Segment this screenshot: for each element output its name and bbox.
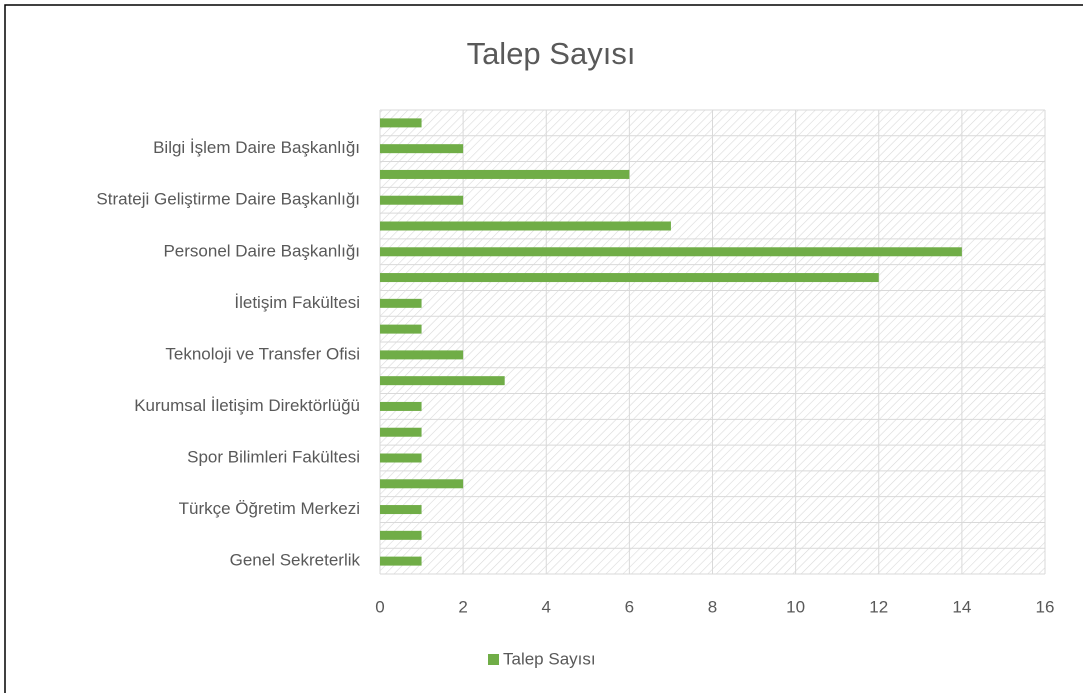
x-tick-label: 0: [375, 597, 384, 616]
bar: [380, 298, 422, 308]
y-tick-label: Kurumsal İletişim Direktörlüğü: [134, 396, 360, 415]
legend-label: Talep Sayısı: [503, 649, 596, 668]
bar: [380, 556, 422, 566]
bar: [380, 453, 422, 463]
legend-swatch: [488, 654, 499, 665]
x-tick-label: 10: [786, 597, 805, 616]
bar: [380, 221, 671, 231]
bar: [380, 324, 422, 334]
x-tick-label: 6: [625, 597, 634, 616]
bar: [380, 401, 422, 411]
y-tick-label: Personel Daire Başkanlığı: [163, 241, 360, 260]
bar: [380, 479, 464, 489]
x-tick-label: 2: [458, 597, 467, 616]
bar: [380, 505, 422, 515]
x-tick-label: 12: [869, 597, 888, 616]
frame: [4, 4, 1083, 693]
bar: [380, 144, 464, 154]
x-tick-label: 16: [1036, 597, 1055, 616]
y-tick-label: Strateji Geliştirme Daire Başkanlığı: [96, 190, 360, 209]
y-tick-label: Türkçe Öğretim Merkezi: [179, 499, 360, 518]
x-tick-label: 4: [542, 597, 551, 616]
bar: [380, 376, 505, 386]
bar: [380, 118, 422, 128]
bar: [380, 195, 464, 205]
y-tick-label: Bilgi İşlem Daire Başkanlığı: [153, 138, 360, 157]
bar: [380, 169, 630, 179]
y-tick-label: Teknoloji ve Transfer Ofisi: [165, 344, 360, 363]
chart-title: Talep Sayısı: [467, 36, 636, 71]
bar: [380, 530, 422, 540]
bar: [380, 427, 422, 437]
bar: [380, 273, 879, 283]
x-tick-label: 14: [952, 597, 971, 616]
y-tick-label: Spor Bilimleri Fakültesi: [187, 447, 360, 466]
y-tick-label: İletişim Fakültesi: [234, 293, 360, 312]
bar: [380, 350, 464, 360]
bar: [380, 247, 962, 257]
x-tick-label: 8: [708, 597, 717, 616]
y-tick-label: Genel Sekreterlik: [230, 551, 361, 570]
